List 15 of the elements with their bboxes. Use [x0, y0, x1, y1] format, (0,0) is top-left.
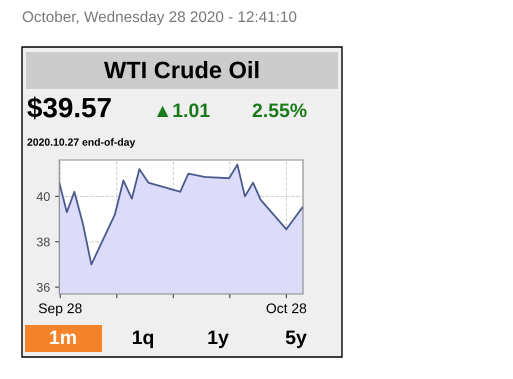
text: 1q: [132, 330, 154, 348]
text: 1y: [208, 330, 229, 348]
text: $39.57: [27, 96, 111, 120]
text: 2020.10.27 end-of-day: [27, 138, 136, 148]
text: 5y: [286, 330, 307, 348]
x-tick-label: Oct 28: [266, 303, 306, 314]
y-tick-label: 40: [36, 192, 50, 201]
x-tick-label: Sep 28: [38, 303, 82, 316]
y-tick-label: 38: [36, 238, 50, 246]
text: 2.55%: [252, 103, 307, 118]
text: 1m: [50, 330, 76, 344]
text: ▲1.01: [156, 103, 210, 118]
text: October, Wednesday 28 2020 - 12:41:10: [22, 10, 296, 26]
chart-title: WTI Crude Oil: [104, 60, 258, 78]
y-tick-label: 36: [36, 282, 50, 292]
